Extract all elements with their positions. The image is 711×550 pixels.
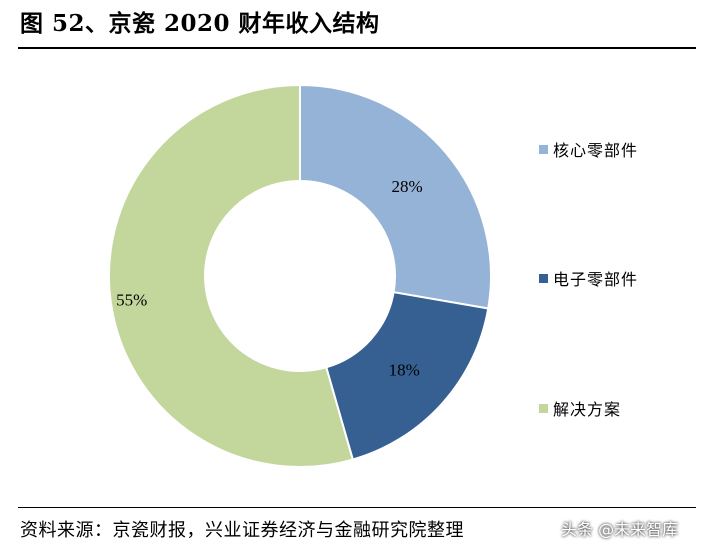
title-divider: [18, 47, 696, 49]
donut-slices: [108, 83, 492, 468]
legend-item-electronic-components: 电子零部件: [539, 266, 638, 290]
legend-swatch-solutions: [539, 403, 548, 413]
legend-label-electronic-components: 电子零部件: [553, 270, 639, 289]
donut-slice-electronic-components: [325, 291, 490, 461]
donut-slice-solutions: [108, 83, 355, 468]
legend-item-solutions: 解决方案: [539, 396, 621, 420]
chart-title: 图 52、京瓷 2020 财年收入结构: [20, 10, 380, 37]
legend-label-core-components: 核心零部件: [553, 141, 639, 160]
source-divider: [18, 507, 696, 508]
value-label-electronic-components: 18%: [389, 360, 420, 379]
legend-swatch-electronic-components: [539, 273, 548, 283]
legend-swatch-core-components: [539, 144, 548, 154]
donut-slice-core-components: [299, 83, 492, 310]
source-note: 资料来源：京瓷财报，兴业证券经济与金融研究院整理: [20, 520, 464, 541]
value-label-solutions: 55%: [116, 291, 147, 310]
donut-value-labels: 28% 18% 55%: [116, 177, 423, 380]
legend-item-core-components: 核心零部件: [539, 137, 638, 161]
watermark: 头条 @未来智库: [561, 520, 679, 539]
value-label-core-components: 28%: [392, 177, 423, 196]
legend-label-solutions: 解决方案: [553, 400, 622, 419]
